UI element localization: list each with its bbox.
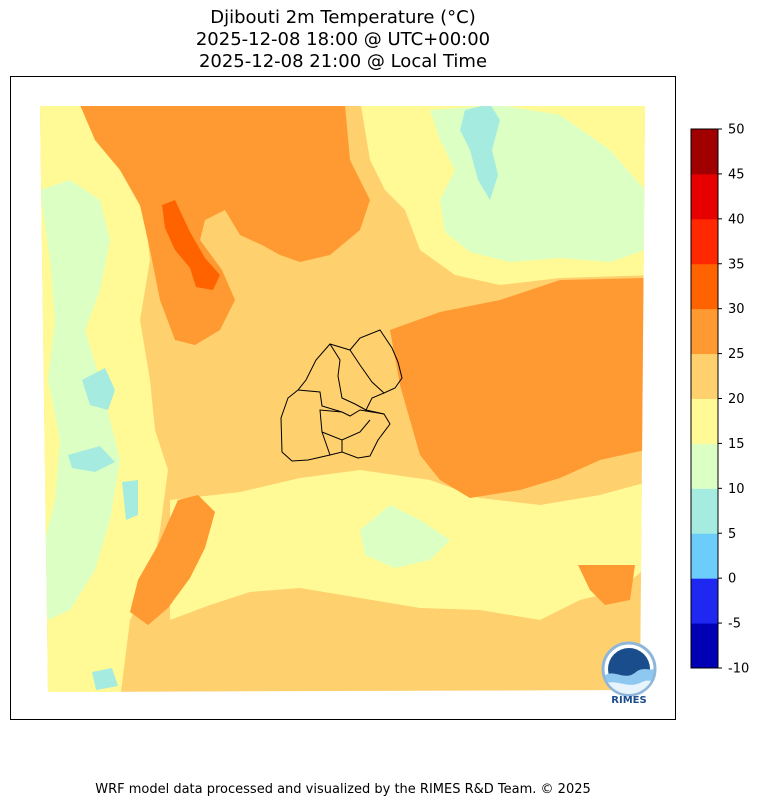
rimes-logo: RIMES (601, 641, 657, 706)
colorbar-tick-label: 25 (728, 347, 745, 362)
title-line-local: 2025-12-08 21:00 @ Local Time (198, 51, 488, 72)
field-5-10-west-c (122, 480, 138, 520)
gulf-of-tadjourah-coast (341, 409, 385, 417)
colorbar-tick-label: 0 (728, 572, 736, 587)
djibouti-borders (280, 329, 403, 462)
colorbar-tick-label: 45 (728, 167, 745, 182)
colorbar-band (691, 308, 718, 355)
field-25-30-southwest (130, 495, 215, 625)
map-title: Djibouti 2m Temperature (°C) 2025-12-08 … (0, 7, 686, 73)
colorbar-tick-label: 10 (728, 482, 745, 497)
colorbar-band (691, 173, 718, 220)
colorbar-band (691, 443, 718, 489)
colorbar: -10 -5 0 5 10 15 20 25 30 35 40 45 50 (690, 123, 749, 677)
field-5-10-west-a (82, 368, 115, 410)
title-line-utc: 2025-12-08 18:00 @ UTC+00:00 (195, 29, 491, 50)
field-30-35-north (162, 200, 220, 290)
field-5-10-southwest (92, 668, 118, 690)
colorbar-band (691, 533, 718, 579)
colorbar-band (691, 578, 718, 624)
field-25-30-north (80, 106, 370, 345)
field-25-30-east (390, 278, 645, 498)
colorbar-tick-label: 5 (728, 527, 736, 542)
temperature-field (40, 106, 645, 692)
colorbar-tick-label: -10 (728, 662, 749, 677)
colorbar-band (691, 623, 718, 669)
colorbar-band (691, 488, 718, 534)
field-5-10-west-b (68, 446, 115, 472)
field-25-30-spot-south (578, 565, 635, 605)
colorbar-tick-label: -5 (728, 617, 741, 632)
colorbar-tick-label: 15 (728, 437, 745, 452)
colorbar-band (691, 263, 718, 310)
colorbar-tick-label: 40 (728, 212, 745, 227)
colorbar-tick-label: 30 (728, 302, 745, 317)
field-10-15-south (360, 505, 450, 568)
colorbar-band (691, 129, 718, 175)
colorbar-tick-label: 20 (728, 392, 745, 407)
footer-credit: WRF model data processed and visualized … (95, 782, 591, 797)
colorbar-band (691, 218, 718, 265)
field-5-10-northeast (460, 106, 500, 200)
title-line-variable: Djibouti 2m Temperature (°C) (210, 7, 476, 28)
rimes-logo-text: RIMES (611, 695, 646, 706)
colorbar-tick-label: 35 (728, 257, 745, 272)
colorbar-band (691, 353, 718, 399)
region-border-tadjourah (329, 343, 367, 411)
field-10-15-west (40, 180, 120, 620)
region-border-obock (349, 349, 385, 394)
colorbar-tick-label: 50 (728, 123, 745, 138)
country-boundary (280, 329, 403, 462)
colorbar-band (691, 398, 718, 444)
region-border-dikhil (297, 389, 371, 441)
region-border-arta (321, 431, 331, 456)
